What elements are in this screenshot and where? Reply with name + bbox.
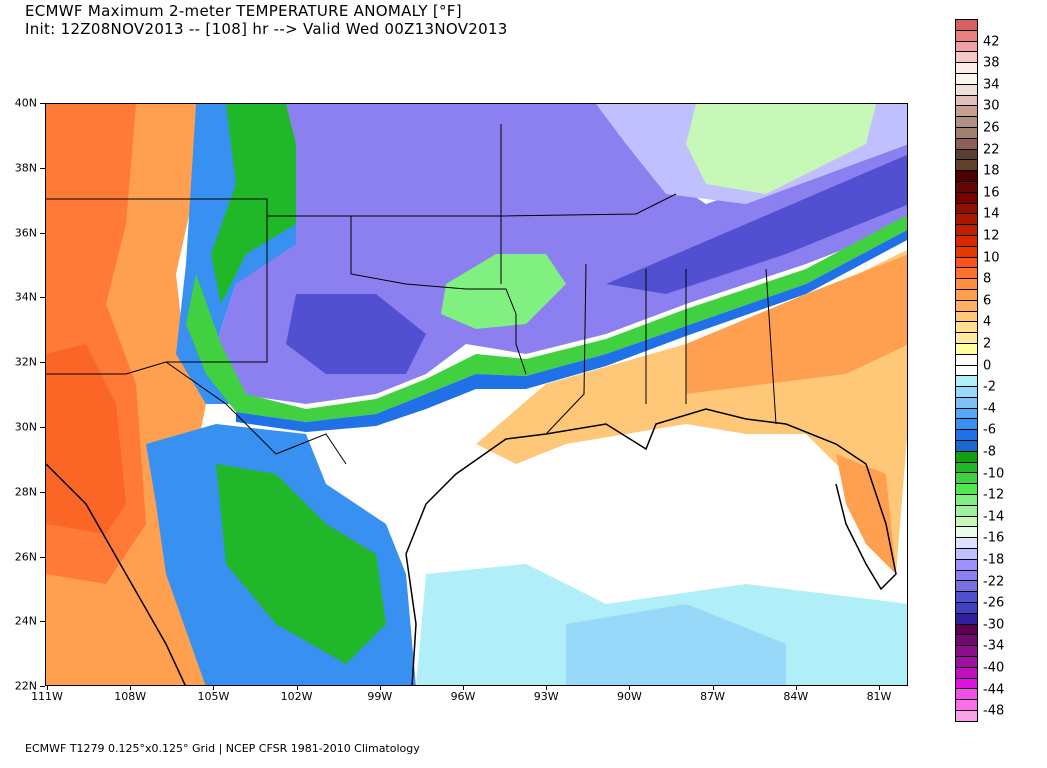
latitude-label: 26N xyxy=(14,550,37,564)
longitude-tick xyxy=(130,686,132,690)
longitude-label: 105W xyxy=(197,690,230,703)
longitude-tick xyxy=(213,686,215,690)
colorbar-label: 14 xyxy=(983,206,1000,222)
longitude-label: 96W xyxy=(450,690,476,703)
latitude-label: 28N xyxy=(14,485,37,499)
colorbar-label: 16 xyxy=(983,185,1000,201)
gulf-blue-patch xyxy=(566,604,786,685)
colorbar-label: 6 xyxy=(983,293,992,309)
temperature-anomaly-map xyxy=(45,103,908,686)
longitude-tick xyxy=(463,686,464,690)
latitude-label: 24N xyxy=(14,614,37,628)
colorbar-label: -8 xyxy=(983,444,996,460)
cold-core-ne xyxy=(606,154,907,294)
latitude-tick xyxy=(40,103,45,104)
latitude-tick xyxy=(40,232,45,234)
longitude-label: 99W xyxy=(367,690,393,703)
latitude-tick xyxy=(40,297,45,299)
colorbar-swatch xyxy=(955,710,978,722)
coastline xyxy=(46,408,897,685)
frontal-green-band xyxy=(186,215,907,422)
colorbar-label: -2 xyxy=(983,379,996,395)
colorbar-label: -26 xyxy=(983,595,1005,611)
warm-florida xyxy=(836,454,896,574)
longitude-tick xyxy=(879,686,880,690)
warm-west-mid xyxy=(46,104,146,584)
latitude-label: 30N xyxy=(14,420,37,434)
colorbar-label: 4 xyxy=(983,314,992,330)
latitude-label: 34N xyxy=(14,290,37,304)
colorbar xyxy=(955,19,978,722)
colorbar-label: 34 xyxy=(983,77,1000,93)
colorbar-label: 26 xyxy=(983,120,1000,136)
longitude-tick xyxy=(379,686,381,690)
map-title: ECMWF Maximum 2-meter TEMPERATURE ANOMAL… xyxy=(25,2,462,20)
state-borders xyxy=(46,124,777,465)
colorbar-label: -34 xyxy=(983,638,1005,654)
longitude-label: 81W xyxy=(866,690,892,703)
latitude-tick xyxy=(40,686,45,688)
colorbar-label: -6 xyxy=(983,422,996,438)
latitude-label: 22N xyxy=(14,679,37,693)
longitude-tick xyxy=(47,686,48,690)
green-plateau-mexico xyxy=(216,464,386,664)
colorbar-label: -12 xyxy=(983,487,1005,503)
colorbar-label: 18 xyxy=(983,163,1000,179)
longitude-tick xyxy=(546,686,548,690)
longitude-label: 90W xyxy=(616,690,642,703)
colorbar-label: 38 xyxy=(983,55,1000,71)
latitude-label: 32N xyxy=(14,355,37,369)
colorbar-label: -22 xyxy=(983,574,1005,590)
colorbar-label: 10 xyxy=(983,250,1000,266)
colorbar-label: 12 xyxy=(983,228,1000,244)
longitude-label: 87W xyxy=(700,690,726,703)
green-band-west xyxy=(211,104,296,304)
colorbar-label: 0 xyxy=(983,358,992,374)
map-subtitle: Init: 12Z08NOV2013 -- [108] hr --> Valid… xyxy=(25,20,508,38)
colorbar-label: -14 xyxy=(983,509,1005,525)
longitude-tick xyxy=(629,686,631,690)
colorbar-label: -44 xyxy=(983,682,1005,698)
colorbar-label: 8 xyxy=(983,271,992,287)
light-green-north xyxy=(686,104,876,194)
latitude-tick xyxy=(40,621,45,623)
latitude-label: 38N xyxy=(14,161,37,175)
latitude-tick xyxy=(40,491,45,493)
colorbar-label: -4 xyxy=(983,401,996,417)
colorbar-label: -30 xyxy=(983,617,1005,633)
colorbar-label: 2 xyxy=(983,336,992,352)
latitude-label: 36N xyxy=(14,226,37,240)
longitude-label: 102W xyxy=(280,690,313,703)
latitude-label: 40N xyxy=(14,96,37,110)
latitude-tick xyxy=(40,556,45,558)
longitude-tick xyxy=(795,686,797,690)
colorbar-label: 30 xyxy=(983,98,1000,114)
longitude-label: 93W xyxy=(533,690,559,703)
longitude-label: 108W xyxy=(114,690,147,703)
footer-credits: ECMWF T1279 0.125°x0.125° Grid | NCEP CF… xyxy=(25,742,420,755)
cold-core xyxy=(286,294,426,374)
latitude-tick xyxy=(40,427,45,428)
latitude-tick xyxy=(40,167,45,169)
colorbar-label: 42 xyxy=(983,34,1000,50)
longitude-label: 84W xyxy=(783,690,809,703)
colorbar-label: -16 xyxy=(983,530,1005,546)
warm-core-southeast xyxy=(686,254,907,394)
longitude-label: 111W xyxy=(31,690,63,703)
colorbar-label: -48 xyxy=(983,703,1005,719)
colorbar-label: -40 xyxy=(983,660,1005,676)
latitude-tick xyxy=(40,362,45,364)
colorbar-label: -18 xyxy=(983,552,1005,568)
green-blob-east-texas xyxy=(441,254,566,329)
longitude-tick xyxy=(712,686,714,690)
colorbar-label: 22 xyxy=(983,142,1000,158)
longitude-tick xyxy=(296,686,298,690)
colorbar-label: -10 xyxy=(983,466,1005,482)
